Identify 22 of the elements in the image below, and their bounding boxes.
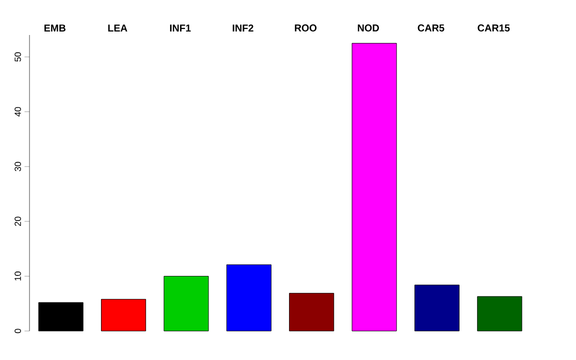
x-tick-label: NOD	[358, 24, 379, 32]
bar	[289, 292, 334, 332]
bar	[38, 302, 84, 332]
bar	[164, 276, 209, 332]
y-tick-label: 30	[14, 162, 21, 172]
y-tick-label: 50	[14, 52, 21, 62]
y-tick-label: 40	[14, 107, 21, 117]
x-tick-label: INF2	[232, 24, 254, 32]
bar	[226, 264, 272, 332]
y-tick-label: 10	[14, 272, 21, 280]
bar	[352, 42, 397, 332]
y-tick-label: 0	[14, 328, 21, 334]
x-tick-label: CAR5	[418, 24, 444, 32]
x-tick-label: ROO	[294, 24, 317, 32]
bar	[477, 296, 522, 332]
x-tick-label: LEA	[108, 24, 128, 32]
x-tick-label: EMB	[44, 24, 66, 32]
x-tick-label: INF1	[170, 24, 191, 32]
bar	[414, 284, 460, 332]
bar	[101, 298, 146, 332]
x-tick-label: CAR15	[478, 24, 510, 32]
y-tick-label: 20	[14, 216, 21, 226]
